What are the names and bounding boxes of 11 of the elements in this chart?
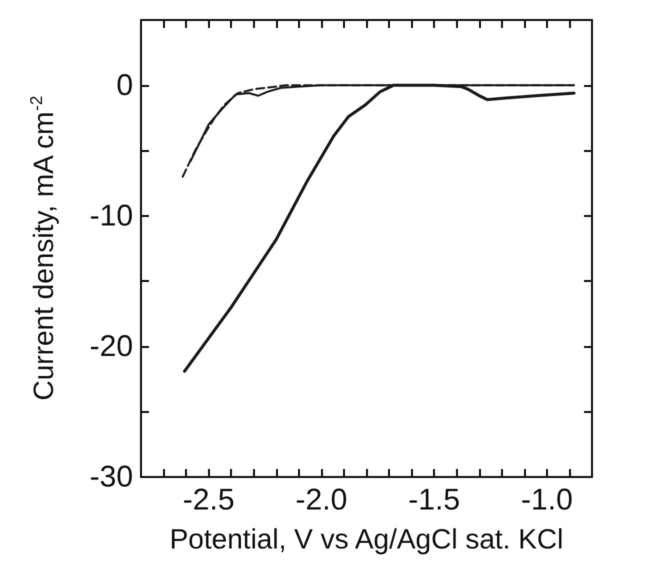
y-tick-label: -10 bbox=[90, 199, 133, 232]
y-tick-label: 0 bbox=[116, 68, 133, 102]
line-series bbox=[183, 84, 576, 373]
y-axis-title: Current density, mA cm-2 bbox=[27, 96, 59, 401]
x-tick-label: -1.0 bbox=[521, 484, 573, 516]
y-tick-label: -30 bbox=[90, 460, 133, 494]
x-tick-label: -2.0 bbox=[296, 484, 348, 516]
x-axis-title: Potential, V vs Ag/AgCl sat. KCl bbox=[170, 524, 564, 554]
x-tick-label: -2.5 bbox=[182, 484, 234, 516]
x-tick-label: -1.5 bbox=[408, 484, 460, 516]
y-tick-label: -20 bbox=[90, 330, 133, 363]
